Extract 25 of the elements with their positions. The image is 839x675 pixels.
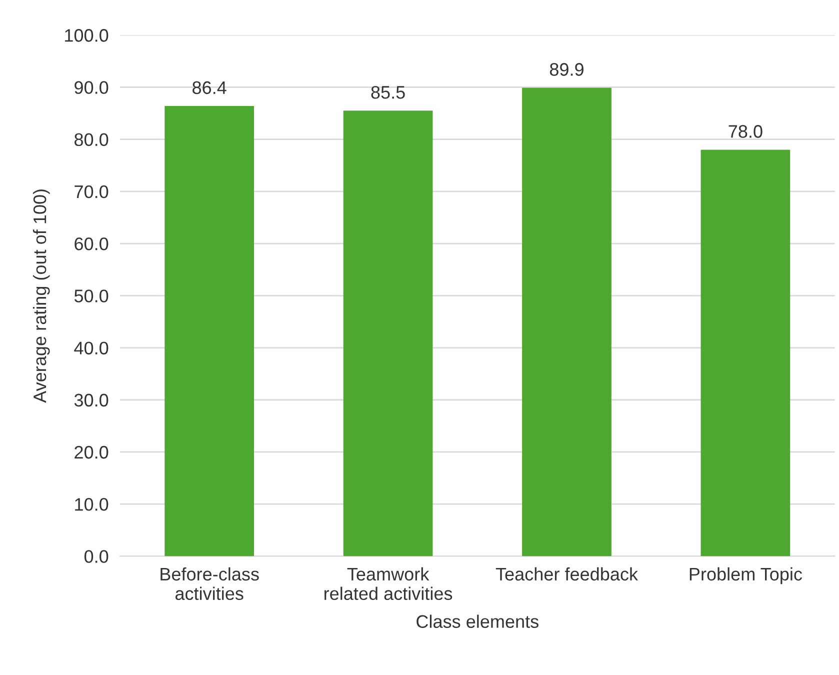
- y-tick-label: 0.0: [84, 550, 108, 563]
- x-axis-title: Class elements: [416, 614, 538, 628]
- bar: [343, 110, 433, 556]
- y-tick-label: 100.0: [65, 29, 108, 42]
- x-tick-label: Before-class activities: [160, 567, 259, 600]
- y-tick-label: 30.0: [74, 394, 108, 407]
- x-tick-label: Teamwork related activities: [324, 567, 452, 600]
- data-label: 86.4: [192, 81, 226, 94]
- bar: [522, 88, 612, 556]
- y-tick-label: 80.0: [74, 133, 108, 146]
- y-tick-label: 60.0: [74, 237, 108, 250]
- y-tick-label: 70.0: [74, 185, 108, 198]
- x-tick-label: Teacher feedback: [496, 567, 638, 581]
- bar: [164, 106, 254, 556]
- bar: [700, 150, 790, 556]
- data-label: 89.9: [550, 63, 584, 76]
- y-tick-label: 40.0: [74, 342, 108, 354]
- y-tick-label: 10.0: [75, 498, 108, 511]
- y-tick-label: 90.0: [74, 81, 108, 94]
- data-label: 78.0: [728, 125, 762, 138]
- y-axis-title: Average rating (out of 100): [32, 190, 50, 403]
- x-tick-label: Problem Topic: [690, 567, 802, 584]
- data-label: 85.5: [371, 86, 405, 99]
- y-tick-label: 20.0: [74, 446, 108, 459]
- y-tick-label: 50.0: [74, 290, 108, 302]
